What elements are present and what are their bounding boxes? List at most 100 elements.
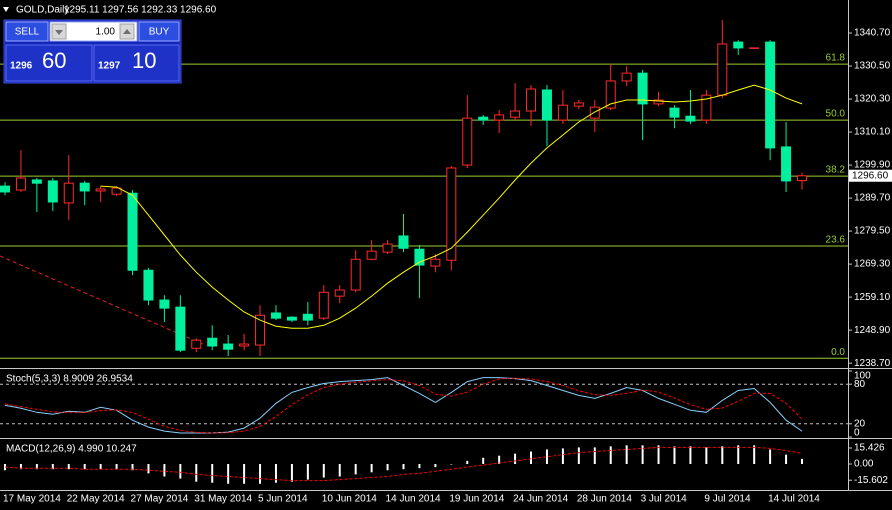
histogram-bar [115,464,118,470]
y-tick-label: 15.426 [854,443,885,454]
y-tick-label: 1269.30 [854,259,891,270]
histogram-bar [753,445,756,465]
series-line [4,377,803,434]
last-price-label: 1296.60 [852,170,889,181]
buy-button[interactable] [138,21,180,42]
candle-body [191,339,202,349]
candle-body [733,41,744,49]
candle-body [366,250,377,260]
histogram-bar [274,464,277,483]
histogram-bar [402,464,405,470]
y-tick-label: 1310.10 [854,127,891,138]
candle-body [510,110,521,118]
histogram-bar [338,464,341,477]
y-tick-label: 1259.10 [854,292,891,303]
ohlc-label: 1295.11 1297.56 1292.33 1296.60 [64,5,217,16]
histogram-bar [179,464,182,479]
indicator-title: MACD(12,26,9) 4.990 10.247 [6,444,137,455]
y-tick-label: 0 [854,428,860,439]
candle-body [127,192,138,271]
candle-body [31,179,42,184]
candle-body [286,316,297,321]
menu-arrow[interactable] [3,7,9,12]
candle-body [526,88,537,112]
candle-body [223,343,234,350]
ask-box[interactable] [93,44,180,82]
lot-value[interactable]: 1.00 [96,27,116,38]
histogram-bar [418,464,421,469]
histogram-bar [577,447,580,465]
histogram-bar [354,464,357,475]
fib-label: 61.8 [826,53,846,64]
bid-small: 60 [42,48,66,73]
histogram-bar [434,464,437,468]
histogram-bar [131,464,134,471]
candle-body [318,291,329,319]
histogram-bar [514,453,517,465]
fib-label: 50.0 [826,109,846,120]
buy-label[interactable]: BUY [149,27,170,38]
histogram-bar [211,464,214,483]
candle-body [462,117,473,166]
y-tick-label: 1330.50 [854,61,891,72]
y-tick-label: 20 [854,418,866,429]
y-tick-label: -15.602 [854,475,888,486]
x-tick-label: 28 Jun 2014 [577,494,632,505]
bid-box[interactable] [5,44,93,82]
trend-line [0,255,206,346]
symbol-label: GOLD,Daily [16,5,69,16]
y-tick-label: 1279.50 [854,226,891,237]
candle-body [541,89,552,121]
candle-body [239,343,250,347]
x-tick-label: 14 Jul 2014 [768,494,820,505]
sell-button[interactable] [5,21,49,42]
candle-body [797,175,807,182]
ask-small: 10 [132,48,156,73]
y-tick-label: 1320.30 [854,94,891,105]
candle-body [175,306,186,351]
histogram-bar [530,451,533,465]
histogram-bar [801,458,803,465]
lot-field[interactable] [49,21,138,42]
x-tick-label: 31 May 2014 [194,494,252,505]
candle-body [765,41,776,149]
candle-body [302,313,313,321]
histogram-bar [705,447,708,465]
candle-body [685,115,696,122]
candle-body [350,258,361,291]
sell-label[interactable]: SELL [15,27,40,38]
histogram-bar [35,464,38,470]
candle-body [717,43,728,96]
candle-body [573,102,584,107]
histogram-bar [466,460,469,465]
histogram-bar [195,464,198,482]
x-tick-label: 24 Jun 2014 [513,494,568,505]
histogram-bar [641,445,644,465]
candle-body [207,337,218,347]
candle-body [143,269,154,301]
y-tick-label: 0.00 [854,459,874,470]
candle-body [270,312,281,319]
candle-body [334,289,345,297]
x-tick-label: 27 May 2014 [131,494,189,505]
histogram-bar [51,464,54,470]
histogram-bar [609,446,612,465]
y-tick-label: 100 [854,371,871,382]
series-line [4,446,803,482]
candle-body [494,114,505,121]
histogram-bar [370,464,373,473]
histogram-bar [498,455,501,465]
candle-body [589,106,600,119]
candle-body [749,47,760,49]
candle-body [95,188,106,192]
histogram-bar [593,447,596,465]
histogram-bar [785,454,788,465]
candle-body [255,314,266,346]
x-tick-label: 3 Jul 2014 [641,494,688,505]
histogram-bar [290,464,293,482]
candle-body [430,258,441,267]
lot-increase-icon [123,29,131,34]
candle-body [159,299,170,309]
